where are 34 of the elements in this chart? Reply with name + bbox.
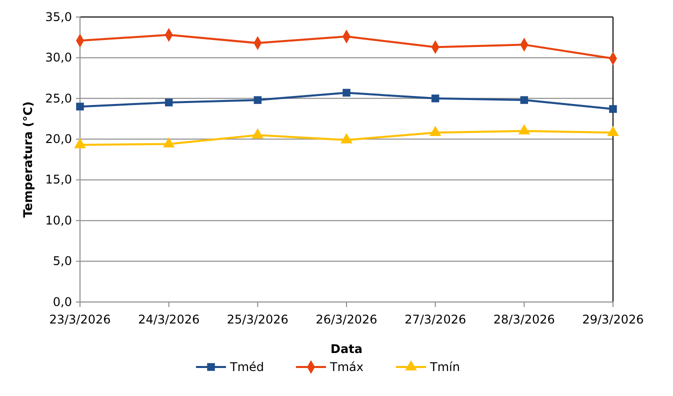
x-tick-label: 23/3/2026: [49, 312, 111, 327]
x-tick-label: 26/3/2026: [316, 312, 378, 327]
point: [609, 105, 617, 113]
y-tick-label: 30,0: [45, 50, 72, 65]
point: [76, 102, 84, 110]
legend-label: Tmín: [429, 360, 460, 374]
y-axis-title: Temperatura (°C): [21, 101, 35, 218]
point: [254, 96, 262, 104]
point: [518, 124, 530, 134]
legend-label: Tméd: [229, 360, 264, 374]
y-tick-label: 10,0: [45, 213, 72, 228]
point: [431, 94, 440, 102]
point: [164, 98, 173, 106]
point: [252, 128, 264, 138]
y-tick-label: 25,0: [45, 91, 72, 106]
point: [162, 137, 175, 148]
y-tick-label: 0,0: [52, 294, 72, 309]
point: [342, 88, 350, 97]
legend-label: Tmáx: [329, 360, 364, 374]
point: [340, 133, 352, 144]
x-tick-label: 29/3/2026: [582, 312, 644, 327]
x-tick-label: 25/3/2026: [226, 312, 288, 327]
point: [520, 96, 528, 104]
y-tick-label: 35,0: [45, 10, 72, 24]
point: [429, 126, 442, 136]
point: [74, 138, 86, 148]
x-tick-label: 28/3/2026: [493, 312, 555, 327]
y-tick-label: 20,0: [45, 132, 72, 146]
point: [607, 126, 619, 136]
x-axis-title: Data: [330, 342, 362, 356]
y-tick-label: 5,0: [52, 254, 72, 268]
x-tick-label: 27/3/2026: [404, 312, 466, 327]
x-tick-label: 24/3/2026: [138, 312, 200, 327]
y-tick-label: 15,0: [45, 172, 72, 187]
